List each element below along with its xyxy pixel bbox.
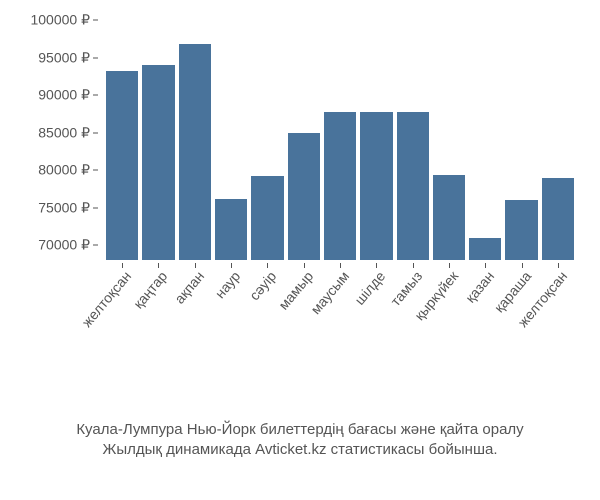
x-labels: желтоқсанқаңтарақпаннаурсәуірмамырмаусым… — [100, 264, 580, 374]
x-label-slot: наур — [215, 264, 247, 374]
bar — [142, 65, 174, 260]
bars-container — [100, 20, 580, 260]
x-axis: желтоқсанқаңтарақпаннаурсәуірмамырмаусым… — [100, 260, 580, 380]
bar — [106, 71, 138, 260]
x-tick-label: шілде — [352, 268, 389, 308]
caption-line-2: Жылдық динамикада Avticket.kz статистика… — [20, 440, 580, 460]
x-tick-label: ақпан — [171, 268, 207, 307]
y-tick-mark — [93, 245, 98, 246]
bar — [469, 238, 501, 261]
x-label-slot: шілде — [360, 264, 392, 374]
bar — [397, 112, 429, 261]
y-tick-mark — [93, 207, 98, 208]
y-tick-mark — [93, 95, 98, 96]
x-tick-label: желтоқсан — [79, 268, 135, 330]
x-label-slot: қаңтар — [142, 264, 174, 374]
x-label-slot: ақпан — [179, 264, 211, 374]
x-tick-mark — [158, 263, 159, 268]
caption-line-1: Куала-Лумпура Нью-Йорк билеттердің бағас… — [20, 420, 580, 440]
y-tick-mark — [93, 170, 98, 171]
bar — [542, 178, 574, 261]
price-chart: 70000 ₽ 75000 ₽ 80000 ₽ 85000 ₽ 90000 ₽ 95000… — [20, 20, 580, 380]
bar — [360, 112, 392, 261]
bar — [505, 200, 537, 260]
y-tick-label: 75000 ₽ — [38, 199, 90, 216]
x-label-slot: маусым — [324, 264, 356, 374]
y-tick-label: 80000 ₽ — [38, 162, 90, 179]
y-tick-label: 85000 ₽ — [38, 124, 90, 141]
x-label-slot: желтоқсан — [542, 264, 574, 374]
x-tick-label: қазан — [462, 268, 497, 306]
x-tick-label: сәуір — [246, 268, 279, 303]
y-tick-label: 70000 ₽ — [38, 237, 90, 254]
plot-area — [100, 20, 580, 260]
x-label-slot: желтоқсан — [106, 264, 138, 374]
chart-caption: Куала-Лумпура Нью-Йорк билеттердің бағас… — [20, 420, 580, 461]
bar — [288, 133, 320, 261]
x-tick-label: наур — [212, 268, 244, 301]
bar — [324, 112, 356, 261]
x-label-slot: сәуір — [251, 264, 283, 374]
y-tick-label: 100000 ₽ — [30, 12, 90, 29]
bar — [433, 175, 465, 261]
y-tick-mark — [93, 20, 98, 21]
y-tick-mark — [93, 57, 98, 58]
x-tick-mark — [485, 263, 486, 268]
y-axis: 70000 ₽ 75000 ₽ 80000 ₽ 85000 ₽ 90000 ₽ 95000… — [20, 20, 98, 260]
bar — [179, 44, 211, 260]
y-tick-label: 95000 ₽ — [38, 49, 90, 66]
x-label-slot: қыркүйек — [433, 264, 465, 374]
x-label-slot: қазан — [469, 264, 501, 374]
x-tick-mark — [376, 263, 377, 268]
bar — [251, 176, 283, 260]
bar — [215, 199, 247, 261]
y-tick-label: 90000 ₽ — [38, 87, 90, 104]
x-label-slot: мамыр — [288, 264, 320, 374]
y-tick-mark — [93, 132, 98, 133]
